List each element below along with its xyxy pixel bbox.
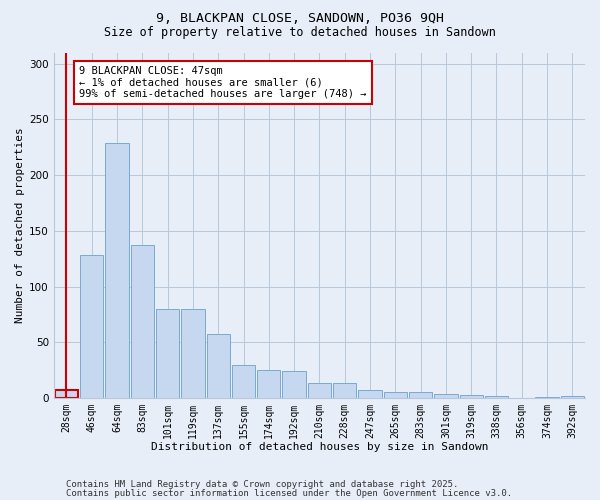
X-axis label: Distribution of detached houses by size in Sandown: Distribution of detached houses by size … — [151, 442, 488, 452]
Bar — [232, 365, 255, 398]
Bar — [308, 382, 331, 398]
Bar — [283, 372, 306, 398]
Bar — [561, 396, 584, 398]
Bar — [80, 256, 103, 398]
Text: Contains public sector information licensed under the Open Government Licence v3: Contains public sector information licen… — [66, 488, 512, 498]
Bar — [181, 309, 205, 398]
Bar — [409, 392, 432, 398]
Bar — [460, 395, 483, 398]
Bar — [485, 396, 508, 398]
Bar — [55, 390, 78, 398]
Text: 9 BLACKPAN CLOSE: 47sqm
← 1% of detached houses are smaller (6)
99% of semi-deta: 9 BLACKPAN CLOSE: 47sqm ← 1% of detached… — [79, 66, 367, 99]
Bar — [358, 390, 382, 398]
Bar — [206, 334, 230, 398]
Y-axis label: Number of detached properties: Number of detached properties — [15, 128, 25, 323]
Text: 9, BLACKPAN CLOSE, SANDOWN, PO36 9QH: 9, BLACKPAN CLOSE, SANDOWN, PO36 9QH — [156, 12, 444, 26]
Bar — [156, 309, 179, 398]
Bar — [434, 394, 458, 398]
Bar — [383, 392, 407, 398]
Bar — [333, 382, 356, 398]
Bar — [535, 397, 559, 398]
Text: Contains HM Land Registry data © Crown copyright and database right 2025.: Contains HM Land Registry data © Crown c… — [66, 480, 458, 489]
Bar — [106, 143, 128, 398]
Text: Size of property relative to detached houses in Sandown: Size of property relative to detached ho… — [104, 26, 496, 39]
Bar — [257, 370, 280, 398]
Bar — [131, 246, 154, 398]
